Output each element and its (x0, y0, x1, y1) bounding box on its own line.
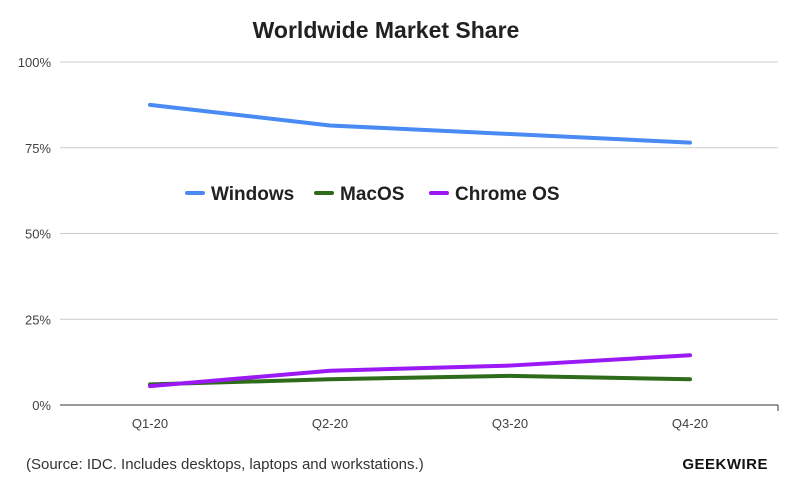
x-tick-label: Q3-20 (492, 416, 528, 431)
series-lines (148, 102, 692, 389)
y-tick-label: 0% (32, 398, 51, 413)
x-tick-label: Q2-20 (312, 416, 348, 431)
series-line-chrome-os (148, 353, 692, 389)
legend-label: Windows (211, 184, 294, 205)
series-line-macos (148, 373, 692, 387)
y-tick-label: 25% (25, 312, 51, 327)
chart-title: Worldwide Market Share (253, 17, 520, 43)
x-tick-label: Q4-20 (672, 416, 708, 431)
legend-label: Chrome OS (455, 184, 560, 205)
legend: Windows MacOS Chrome OS (185, 184, 560, 205)
y-tick-label: 50% (25, 227, 51, 242)
y-tick-label: 100% (18, 55, 52, 70)
source-note: (Source: IDC. Includes desktops, laptops… (26, 456, 424, 473)
gridlines (60, 61, 778, 320)
brand-logo-text: GEEKWIRE (682, 456, 768, 473)
series-line-windows (148, 102, 692, 145)
legend-label: MacOS (340, 184, 404, 205)
y-tick-label: 75% (25, 141, 51, 156)
y-axis-ticks: 0% 25% 50% 75% 100% (18, 55, 52, 413)
x-tick-label: Q1-20 (132, 416, 168, 431)
x-axis: Q1-20 Q2-20 Q3-20 Q4-20 (60, 404, 779, 431)
